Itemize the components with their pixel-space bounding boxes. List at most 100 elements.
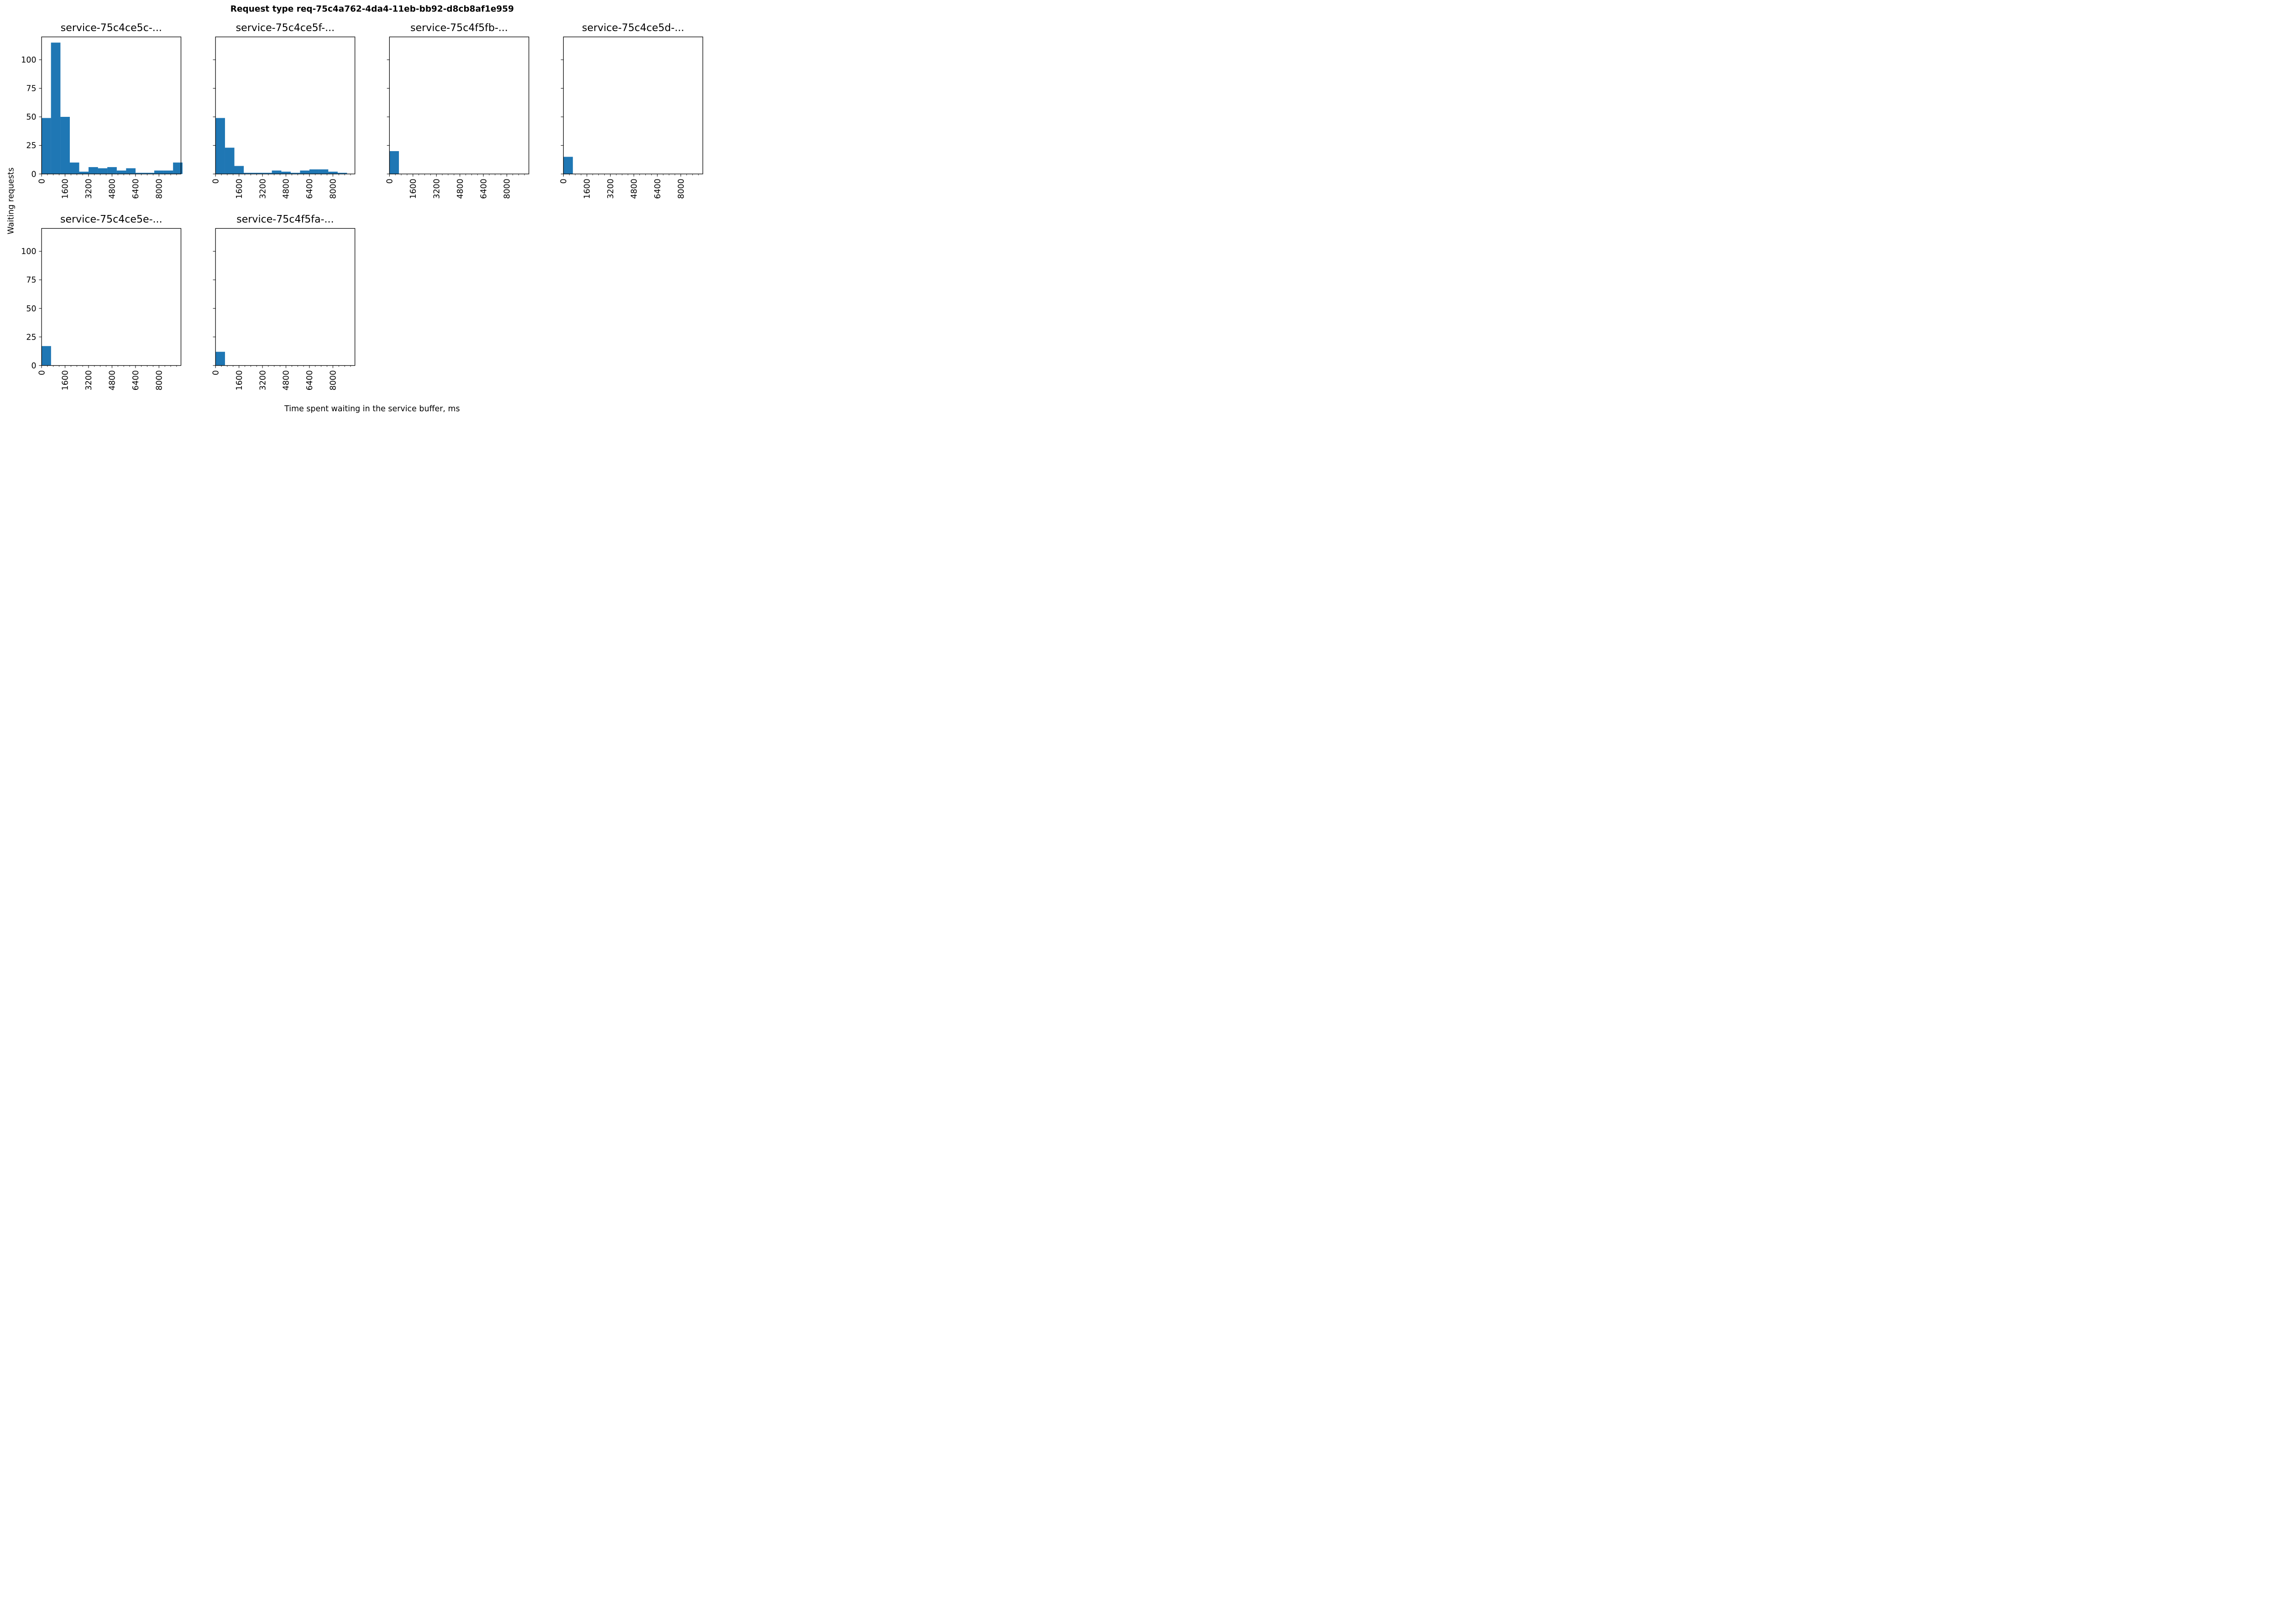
x-tick-label: 3200	[258, 370, 267, 390]
histogram-bar	[272, 170, 282, 174]
histogram-bar	[107, 167, 117, 174]
histogram-bar	[563, 157, 573, 174]
figure-title: Request type req-75c4a762-4da4-11eb-bb92…	[230, 5, 514, 14]
histogram-bar	[234, 166, 244, 174]
x-tick-label: 8000	[329, 370, 338, 390]
histogram-bar	[243, 173, 253, 174]
histogram-bar	[126, 168, 136, 174]
histogram-bar	[309, 169, 319, 174]
histogram-bar	[319, 169, 329, 174]
y-tick-label: 50	[26, 304, 36, 314]
panel-1: service-75c4ce5c-... 0 25 50 75 100 0 1600 3200 4…	[21, 22, 183, 199]
x-tick-label: 8000	[329, 178, 338, 199]
histogram-bar	[337, 173, 347, 174]
axes-frame	[215, 228, 356, 366]
axes-frame	[215, 37, 356, 174]
histogram-bar	[290, 173, 300, 174]
x-tick-label: 1600	[409, 178, 418, 199]
histogram-bar	[69, 162, 79, 174]
x-tick-label: 8000	[503, 178, 512, 199]
histogram-bar	[98, 168, 108, 174]
panels: service-75c4ce5c-... 0 25 50 75 100 0 1600 3200 4…	[21, 22, 703, 390]
x-tick-label: 8000	[677, 178, 686, 199]
panel-title: service-75c4ce5d-...	[582, 22, 684, 34]
x-tick-label: 6400	[305, 370, 314, 390]
histogram-bar	[116, 170, 126, 174]
histogram-grid-chart: Request type req-75c4a762-4da4-11eb-bb92…	[7, 5, 703, 414]
x-tick-label: 1600	[235, 370, 244, 390]
y-tick-label: 25	[26, 333, 36, 342]
axes-frame	[389, 37, 529, 174]
y-tick-label: 50	[26, 113, 36, 122]
panel-title: service-75c4ce5c-...	[61, 22, 162, 34]
panel-6: service-75c4f5fa-... 0 1600 3200 4800 6400 800…	[211, 214, 356, 390]
y-tick-label: 100	[21, 247, 36, 257]
histogram-bar	[51, 42, 61, 174]
axes-frame	[41, 228, 182, 366]
x-tick-label: 4800	[456, 178, 465, 199]
x-tick-label: 0	[560, 178, 569, 183]
histogram-bar	[225, 147, 235, 174]
panel-title: service-75c4f5fb-...	[410, 22, 508, 34]
histogram-bar	[253, 173, 263, 174]
y-axis-label: Waiting requests	[7, 168, 16, 234]
histogram-bar	[42, 346, 51, 366]
x-tick-label: 3200	[432, 178, 441, 199]
histogram-bar	[262, 173, 272, 174]
axes-frame	[563, 37, 703, 174]
x-tick-label: 6400	[653, 178, 662, 199]
histogram-bar	[42, 118, 51, 174]
x-tick-label: 0	[211, 178, 220, 183]
x-tick-label: 4800	[282, 370, 291, 390]
x-tick-label: 1600	[235, 178, 244, 199]
x-axis-label: Time spent waiting in the service buffer…	[284, 404, 460, 414]
x-tick-label: 1600	[61, 178, 70, 199]
histogram-bar	[281, 172, 291, 174]
x-tick-label: 1600	[583, 178, 592, 199]
x-tick-label: 4800	[108, 370, 117, 390]
x-tick-label: 4800	[108, 178, 117, 199]
histogram-bar	[88, 167, 98, 174]
y-tick-label: 75	[26, 84, 36, 94]
x-tick-label: 4800	[282, 178, 291, 199]
y-tick-label: 0	[31, 170, 36, 179]
y-tick-label: 100	[21, 56, 36, 65]
x-tick-label: 0	[211, 370, 220, 375]
x-tick-label: 1600	[61, 370, 70, 390]
x-tick-label: 3200	[84, 178, 94, 199]
axes-frame	[41, 37, 182, 174]
histogram-bar	[389, 151, 399, 174]
x-tick-label: 3200	[84, 370, 94, 390]
histogram-bar	[135, 173, 145, 174]
histogram-bar	[154, 170, 164, 174]
panel-4: service-75c4ce5d-... 0 1600 3200 4800 6400 800…	[560, 22, 703, 199]
panel-title: service-75c4ce5f-...	[236, 22, 335, 34]
panel-2: service-75c4ce5f-... 0 1600 3200 4800 6400 800…	[211, 22, 356, 199]
panel-5: service-75c4ce5e-... 0 25 50 75 100 0 1600 3200 4…	[21, 214, 182, 390]
panel-title: service-75c4ce5e-...	[60, 214, 162, 225]
y-tick-label: 0	[31, 361, 36, 371]
x-tick-label: 3200	[258, 178, 267, 199]
histogram-bar	[300, 170, 310, 174]
x-tick-label: 0	[37, 370, 47, 375]
histogram-bar	[215, 118, 225, 174]
histogram-bar	[163, 170, 173, 174]
histogram-bar	[60, 117, 70, 174]
histogram-bar	[173, 162, 183, 174]
figure: Request type req-75c4a762-4da4-11eb-bb92…	[0, 0, 709, 417]
panel-title: service-75c4f5fa-...	[236, 214, 334, 225]
x-tick-label: 6400	[131, 178, 141, 199]
x-tick-label: 6400	[305, 178, 314, 199]
y-tick-label: 25	[26, 141, 36, 151]
histogram-bar	[145, 173, 155, 174]
histogram-bar	[215, 351, 225, 366]
histogram-bar	[328, 172, 338, 174]
x-tick-label: 8000	[155, 178, 164, 199]
x-tick-label: 3200	[607, 178, 616, 199]
y-tick-label: 75	[26, 276, 36, 285]
x-tick-label: 4800	[630, 178, 639, 199]
x-tick-label: 6400	[479, 178, 488, 199]
x-tick-label: 0	[37, 178, 47, 183]
x-tick-label: 0	[386, 178, 395, 183]
panel-3: service-75c4f5fb-... 0 1600 3200 4800 6400 800…	[386, 22, 529, 199]
